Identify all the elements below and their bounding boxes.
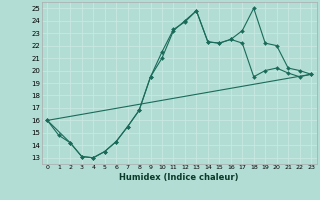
X-axis label: Humidex (Indice chaleur): Humidex (Indice chaleur) bbox=[119, 173, 239, 182]
